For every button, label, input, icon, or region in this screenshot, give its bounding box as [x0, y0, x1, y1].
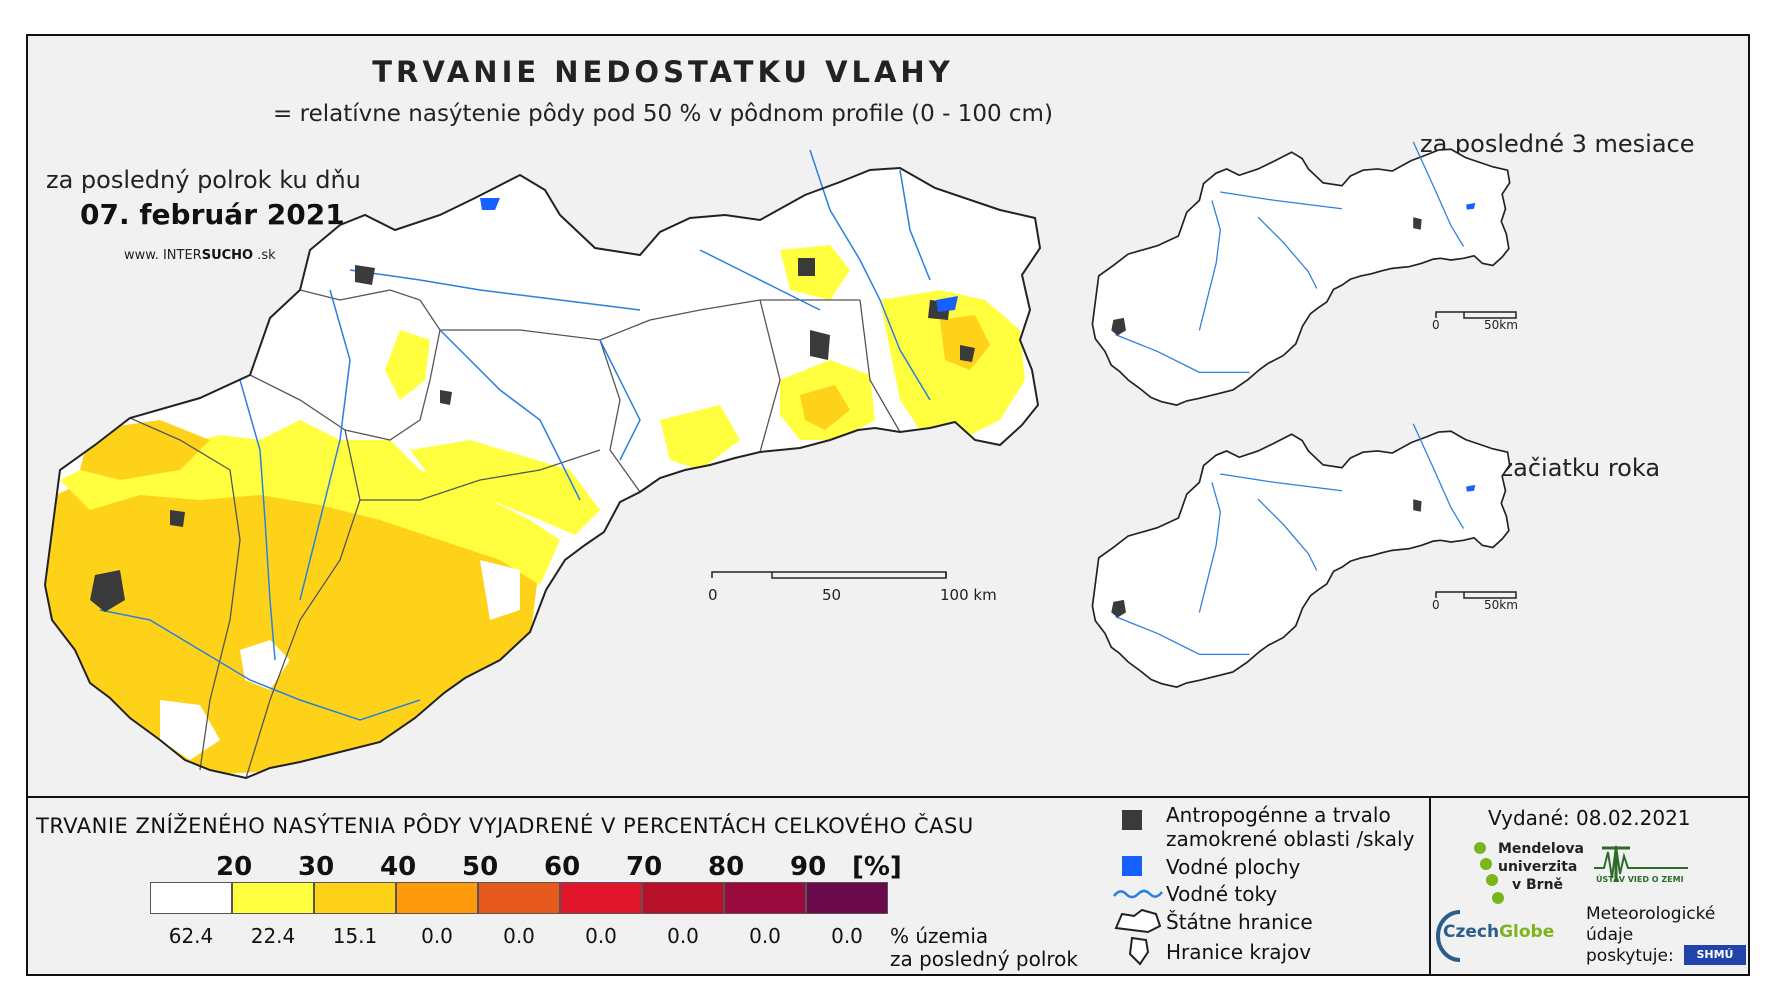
meteo-line-2: údaje	[1586, 925, 1634, 945]
meteo-line-3: poskytuje:	[1586, 946, 1674, 966]
mini-map-3-months-scale-bar	[1435, 311, 1517, 319]
legend-percent-8: 0.0	[831, 924, 863, 948]
mini-year-scale-0: 0	[1432, 598, 1440, 612]
mendel-logo-dots	[1474, 842, 1504, 904]
meteo-credit: Meteorologické údaje poskytuje:	[1586, 904, 1715, 967]
website-highlight: SUCHO	[201, 248, 254, 263]
mini-map-year	[1091, 423, 1511, 688]
website-suffix: .sk	[253, 248, 276, 263]
threshold-90: 90	[790, 852, 827, 882]
main-scale-label-100: 100 km	[940, 586, 997, 604]
website-link[interactable]: www. INTERSUCHO .sk	[124, 248, 276, 263]
threshold-20: 20	[216, 852, 253, 882]
river-label: Vodné toky	[1166, 882, 1278, 906]
legend-swatch-8	[806, 882, 888, 914]
legend-swatch-7	[724, 882, 806, 914]
region-border-symbol	[1128, 936, 1150, 966]
credits-separator	[1429, 796, 1431, 976]
mini-3m-scale-0: 0	[1432, 318, 1440, 332]
threshold-30: 30	[298, 852, 335, 882]
mini-map-3-months	[1091, 141, 1511, 406]
mendel-line-1: Mendelova	[1498, 841, 1584, 857]
date-label: 07. február 2021	[80, 198, 345, 231]
water-symbol	[1122, 856, 1142, 876]
uvz-logo-text: ÚSTAV VIED O ZEMI	[1596, 875, 1684, 884]
czechglobe-b: Globe	[1499, 922, 1555, 942]
mendel-university-logo: Mendelova univerzita v Brně	[1478, 840, 1608, 894]
legend-percent-4: 0.0	[503, 924, 535, 948]
urban-label-2: zamokrené oblasti /skaly	[1166, 827, 1415, 851]
mini-year-scale-50: 50km	[1484, 598, 1518, 612]
shmu-logo: SHMÚ	[1684, 945, 1746, 965]
legend-swatch-1	[232, 882, 314, 914]
legend-swatch-5	[560, 882, 642, 914]
legend-separator	[26, 796, 1750, 798]
main-scale-label-0: 0	[708, 586, 718, 604]
page-subtitle: = relatívne nasýtenie pôdy pod 50 % v pô…	[273, 101, 1053, 127]
legend-percent-2: 15.1	[332, 924, 378, 948]
threshold-70: 70	[626, 852, 663, 882]
legend-percent-5: 0.0	[585, 924, 617, 948]
urban-label-1: Antropogénne a trvalo	[1166, 803, 1391, 827]
legend-percent-1: 22.4	[250, 924, 296, 948]
legend-percent-7: 0.0	[749, 924, 781, 948]
legend-percent-3: 0.0	[421, 924, 453, 948]
river-symbol	[1113, 889, 1163, 899]
mini-map-year-scale-bar	[1435, 591, 1517, 599]
threshold-40: 40	[380, 852, 417, 882]
threshold-60: 60	[544, 852, 581, 882]
page-title: TRVANIE NEDOSTATKU VLAHY	[372, 55, 954, 89]
czechglobe-logo: CzechGlobe	[1443, 922, 1554, 942]
threshold-unit: [%]	[852, 852, 902, 882]
percent-caption-1: % územia	[890, 924, 989, 948]
threshold-50: 50	[462, 852, 499, 882]
meteo-line-1: Meteorologické	[1586, 904, 1716, 924]
uvz-logo	[1594, 845, 1688, 882]
legend-swatch-3	[396, 882, 478, 914]
issued-date: Vydané: 08.02.2021	[1488, 806, 1691, 830]
legend-swatch-4	[478, 882, 560, 914]
website-prefix: www. INTER	[124, 248, 202, 263]
main-scale-label-50: 50	[822, 586, 842, 604]
state-border-symbol	[1114, 908, 1162, 934]
mini-3m-scale-50: 50km	[1484, 318, 1518, 332]
legend-percent-0: 62.4	[168, 924, 214, 948]
mendel-line-2: univerzita	[1498, 859, 1578, 875]
urban-symbol	[1122, 810, 1142, 830]
threshold-80: 80	[708, 852, 745, 882]
legend-swatch-2	[314, 882, 396, 914]
period-label: za posledný polrok ku dňu	[46, 166, 361, 194]
czechglobe-logo-arc	[1436, 910, 1461, 962]
mendel-line-3: v Brně	[1512, 877, 1564, 893]
mini-map-3-months-title: za posledné 3 mesiace	[1420, 130, 1695, 158]
water-label: Vodné plochy	[1166, 855, 1301, 879]
legend-swatch-6	[642, 882, 724, 914]
region-border-label: Hranice krajov	[1166, 940, 1312, 964]
czechglobe-a: Czech	[1443, 922, 1500, 942]
legend-swatch-0	[150, 882, 232, 914]
legend-percent-6: 0.0	[667, 924, 699, 948]
legend-title: TRVANIE ZNÍŽENÉHO NASÝTENIA PÔDY VYJADRE…	[36, 814, 974, 838]
percent-caption-2: za posledný polrok	[890, 947, 1078, 971]
state-border-label: Štátne hranice	[1166, 910, 1313, 934]
